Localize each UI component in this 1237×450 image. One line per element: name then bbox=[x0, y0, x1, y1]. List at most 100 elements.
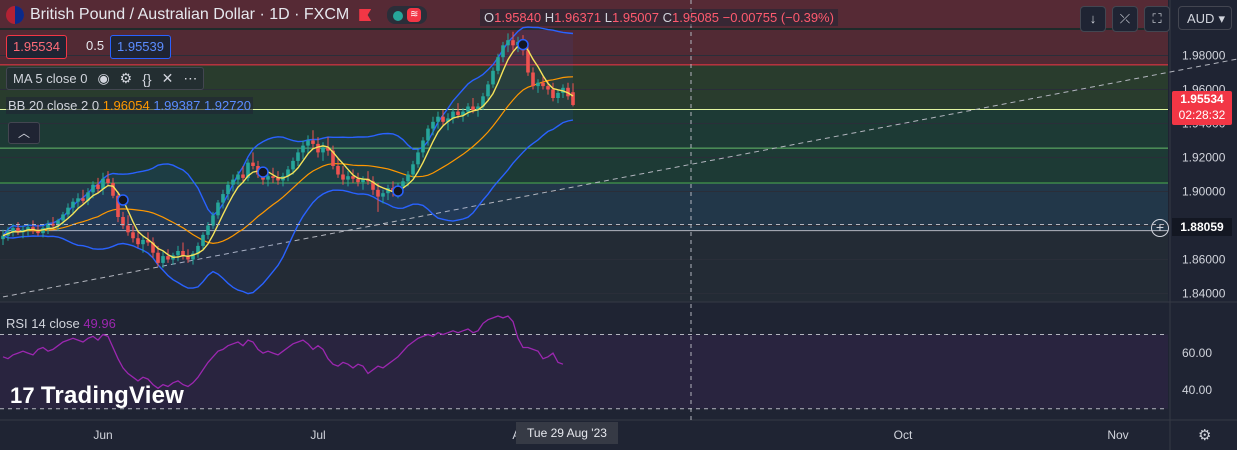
candle-body-58 bbox=[291, 160, 295, 170]
currency-select[interactable]: AUD bbox=[1178, 6, 1232, 31]
settings-gear-icon[interactable]: ⚙ bbox=[1198, 427, 1212, 444]
candle-body-42 bbox=[211, 215, 215, 226]
rsi-label: RSI 14 close bbox=[6, 316, 80, 331]
braces-icon[interactable]: {} bbox=[142, 70, 152, 87]
close-icon[interactable]: ✕ bbox=[161, 70, 174, 86]
candle-body-68 bbox=[341, 174, 345, 180]
rsi-band-fill bbox=[0, 334, 1168, 409]
candle-body-83 bbox=[416, 152, 420, 165]
tradingview-logo[interactable]: 17 TradingView bbox=[10, 382, 184, 410]
low-label: L bbox=[604, 10, 612, 25]
candle-body-95 bbox=[476, 106, 480, 110]
close-value: 1.95085 bbox=[672, 10, 720, 25]
candle-body-0 bbox=[1, 235, 5, 240]
candle-body-7 bbox=[36, 230, 40, 234]
symbol-header[interactable]: British Pound / Australian Dollar · 1D ·… bbox=[6, 6, 428, 24]
candle-body-93 bbox=[466, 106, 470, 112]
fullscreen-button[interactable]: ⛶ bbox=[1144, 6, 1170, 32]
bb-legend[interactable]: BB 20 close 2 0 1.96054 1.99387 1.92720 bbox=[6, 97, 253, 114]
symbol-title[interactable]: British Pound / Australian Dollar · 1D ·… bbox=[30, 6, 350, 23]
candle-body-27 bbox=[136, 238, 140, 245]
flag-marker-icon[interactable] bbox=[359, 9, 372, 21]
crosshair-date-label: Tue 29 Aug '23 bbox=[516, 422, 618, 444]
candle-body-97 bbox=[486, 84, 490, 97]
ma-cross-marker-2 bbox=[392, 185, 404, 197]
gear-icon[interactable]: ⚙ bbox=[119, 70, 133, 86]
eye-icon[interactable]: ◉ bbox=[97, 70, 110, 86]
y-tick-label-3: 1.92000 bbox=[1182, 151, 1226, 165]
x-tick-label-5: Nov bbox=[1107, 428, 1128, 442]
candle-body-48 bbox=[241, 174, 245, 178]
candle-body-17 bbox=[86, 192, 90, 201]
candle-body-39 bbox=[196, 245, 200, 254]
candle-body-50 bbox=[251, 162, 255, 166]
candle-body-29 bbox=[146, 239, 150, 243]
candle-body-70 bbox=[351, 176, 355, 179]
candle-body-67 bbox=[336, 166, 340, 175]
candle-body-98 bbox=[491, 70, 495, 85]
sell-button[interactable]: 1.95534 bbox=[6, 35, 67, 59]
candle-body-90 bbox=[451, 111, 455, 119]
ma-legend[interactable]: MA 5 close 0 ◉ ⚙ {} ✕ ⋯ bbox=[6, 67, 205, 90]
candle-body-106 bbox=[531, 72, 535, 87]
candle-body-111 bbox=[556, 92, 560, 98]
rsi-value: 49.96 bbox=[83, 316, 116, 331]
candle-body-109 bbox=[546, 86, 550, 90]
high-value: 1.96371 bbox=[554, 10, 602, 25]
candle-body-61 bbox=[306, 140, 310, 146]
add-alert-button[interactable]: + bbox=[1151, 219, 1169, 237]
tradingview-logo-icon: 17 bbox=[10, 383, 35, 408]
download-button[interactable]: ↓ bbox=[1080, 6, 1106, 32]
collapse-button[interactable]: ⤫ bbox=[1112, 6, 1138, 32]
open-label: O bbox=[484, 10, 495, 25]
candle-body-16 bbox=[81, 198, 85, 201]
x-tick-label-1: Jul bbox=[310, 428, 325, 442]
candle-body-53 bbox=[266, 176, 270, 180]
candle-body-80 bbox=[401, 181, 405, 187]
candle-body-21 bbox=[106, 178, 110, 183]
chart-toolbar: ↓ ⤫ ⛶ bbox=[1080, 6, 1170, 32]
bb-lower-line bbox=[2, 119, 574, 295]
candle-body-24 bbox=[121, 217, 125, 226]
rsi-legend[interactable]: RSI 14 close 49.96 bbox=[6, 316, 116, 331]
market-status-pill[interactable]: ≋ bbox=[387, 6, 428, 24]
candle-body-88 bbox=[441, 116, 445, 122]
candle-body-22 bbox=[111, 183, 115, 196]
close-label: C bbox=[662, 10, 673, 25]
change-value: −0.00755 (−0.39%) bbox=[722, 10, 834, 25]
bollinger-bands bbox=[2, 26, 574, 295]
candle-body-43 bbox=[216, 202, 220, 216]
bb-basis-value: 1.96054 bbox=[102, 98, 150, 113]
time-axis[interactable]: JunJulAugOctNovDec bbox=[93, 428, 1237, 442]
candle-body-3 bbox=[16, 228, 20, 233]
candle-body-94 bbox=[471, 106, 475, 110]
wave-icon: ≋ bbox=[407, 8, 422, 22]
candle-body-102 bbox=[511, 40, 515, 46]
collapse-legend-button[interactable]: ︿ bbox=[8, 122, 40, 144]
last-price-value: 1.95534 bbox=[1180, 92, 1224, 106]
ma-line bbox=[2, 43, 574, 259]
ma-cross-marker-3 bbox=[517, 38, 529, 51]
candle-body-99 bbox=[496, 57, 500, 71]
candle-body-49 bbox=[246, 162, 250, 178]
candle-body-84 bbox=[421, 140, 425, 153]
ma-cross-marker-0 bbox=[117, 194, 129, 206]
candle-body-85 bbox=[426, 128, 430, 141]
candle-body-92 bbox=[461, 111, 465, 115]
candle-body-110 bbox=[551, 89, 555, 98]
ma-label: MA 5 close 0 bbox=[13, 71, 88, 86]
candle-body-101 bbox=[506, 40, 510, 46]
candle-body-55 bbox=[276, 177, 280, 181]
candle-body-35 bbox=[176, 251, 180, 256]
more-icon[interactable]: ⋯ bbox=[183, 70, 198, 86]
candle-body-71 bbox=[356, 178, 360, 183]
candle-body-77 bbox=[386, 188, 390, 194]
candle-body-40 bbox=[201, 234, 205, 246]
candle-body-65 bbox=[326, 147, 330, 151]
trendline[interactable] bbox=[2, 30, 1237, 298]
buy-button[interactable]: 1.95539 bbox=[110, 35, 171, 59]
trend-line bbox=[2, 58, 1237, 298]
y-tick-label-0: 1.98000 bbox=[1182, 49, 1226, 63]
candle-body-44 bbox=[221, 194, 225, 203]
market-open-dot-icon bbox=[393, 11, 404, 21]
